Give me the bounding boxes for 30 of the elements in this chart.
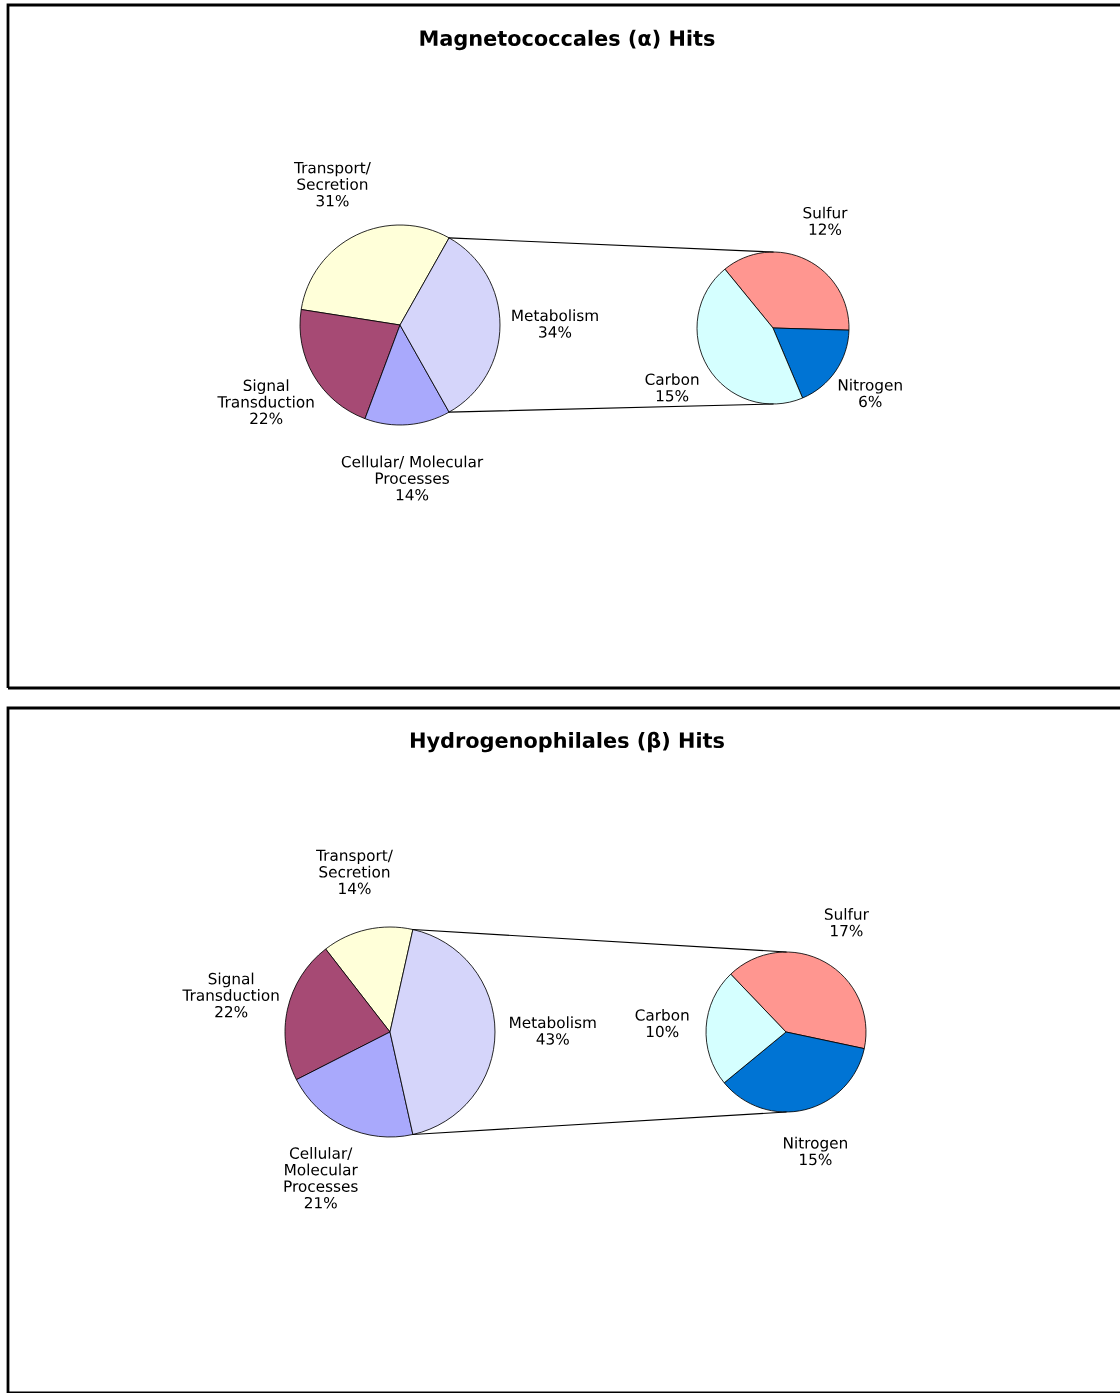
data-label: 21% — [304, 1196, 337, 1209]
slice-label: Metabolism — [512, 309, 598, 322]
slice-label: Cellular/ Molecular Processes — [341, 455, 484, 484]
slice-label: Sulfur — [824, 908, 869, 920]
data-label: 15% — [656, 389, 689, 402]
slice-label: Carbon — [635, 1008, 689, 1021]
data-label: 12% — [809, 223, 842, 235]
data-label: 22% — [215, 1005, 248, 1018]
data-label: 17% — [831, 924, 863, 937]
data-label: 14% — [396, 488, 429, 501]
slice-label: Nitrogen — [838, 378, 902, 394]
slice-label: Signal Transduction — [182, 972, 279, 1001]
data-label: 10% — [646, 1025, 679, 1038]
data-label: 22% — [250, 412, 283, 425]
data-label: 34% — [539, 326, 572, 338]
slice-label: Carbon — [645, 373, 699, 385]
slice-label: Transport/ Secretion — [316, 849, 393, 878]
chart-title: Hydrogenophilales (β) Hits — [410, 731, 724, 753]
slice-label: Signal Transduction — [217, 379, 314, 408]
data-label: 14% — [339, 882, 371, 895]
slice-label: Transport/ Secretion — [293, 162, 371, 190]
data-label: 43% — [536, 1033, 569, 1045]
chart-title: Magnetococcales (α) Hits — [420, 29, 715, 51]
data-label: 31% — [316, 194, 349, 207]
slice-label: Nitrogen — [784, 1136, 847, 1152]
slice-label: Sulfur — [803, 206, 848, 219]
data-label: 6% — [859, 395, 882, 408]
slice-label: Metabolism — [510, 1016, 596, 1029]
data-label: 15% — [800, 1153, 832, 1166]
slice-label: Cellular/ Molecular Processes — [284, 1147, 358, 1192]
